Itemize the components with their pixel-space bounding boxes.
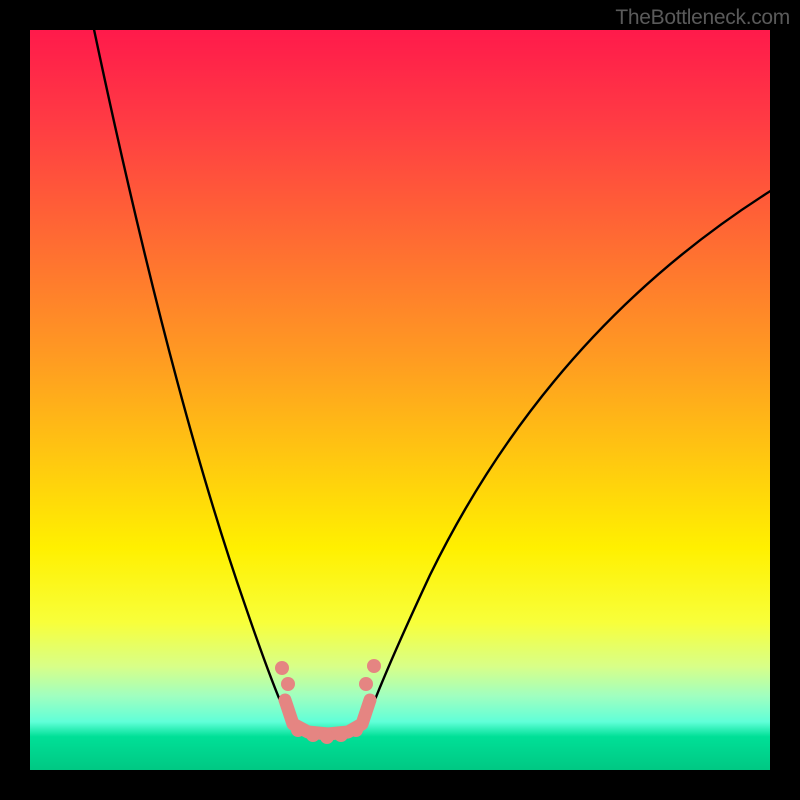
accent-dot [367,659,381,673]
accent-dot [334,728,348,742]
accent-dot [320,730,334,744]
canvas: TheBottleneck.com [0,0,800,800]
watermark-text: TheBottleneck.com [615,6,790,30]
chart-plot-area [30,30,770,770]
accent-dot [349,723,363,737]
accent-dot [291,723,305,737]
chart-svg [30,30,770,770]
accent-dot [281,677,295,691]
accent-dot [306,728,320,742]
gradient-background [30,30,770,770]
accent-dot [359,677,373,691]
accent-dot [275,661,289,675]
